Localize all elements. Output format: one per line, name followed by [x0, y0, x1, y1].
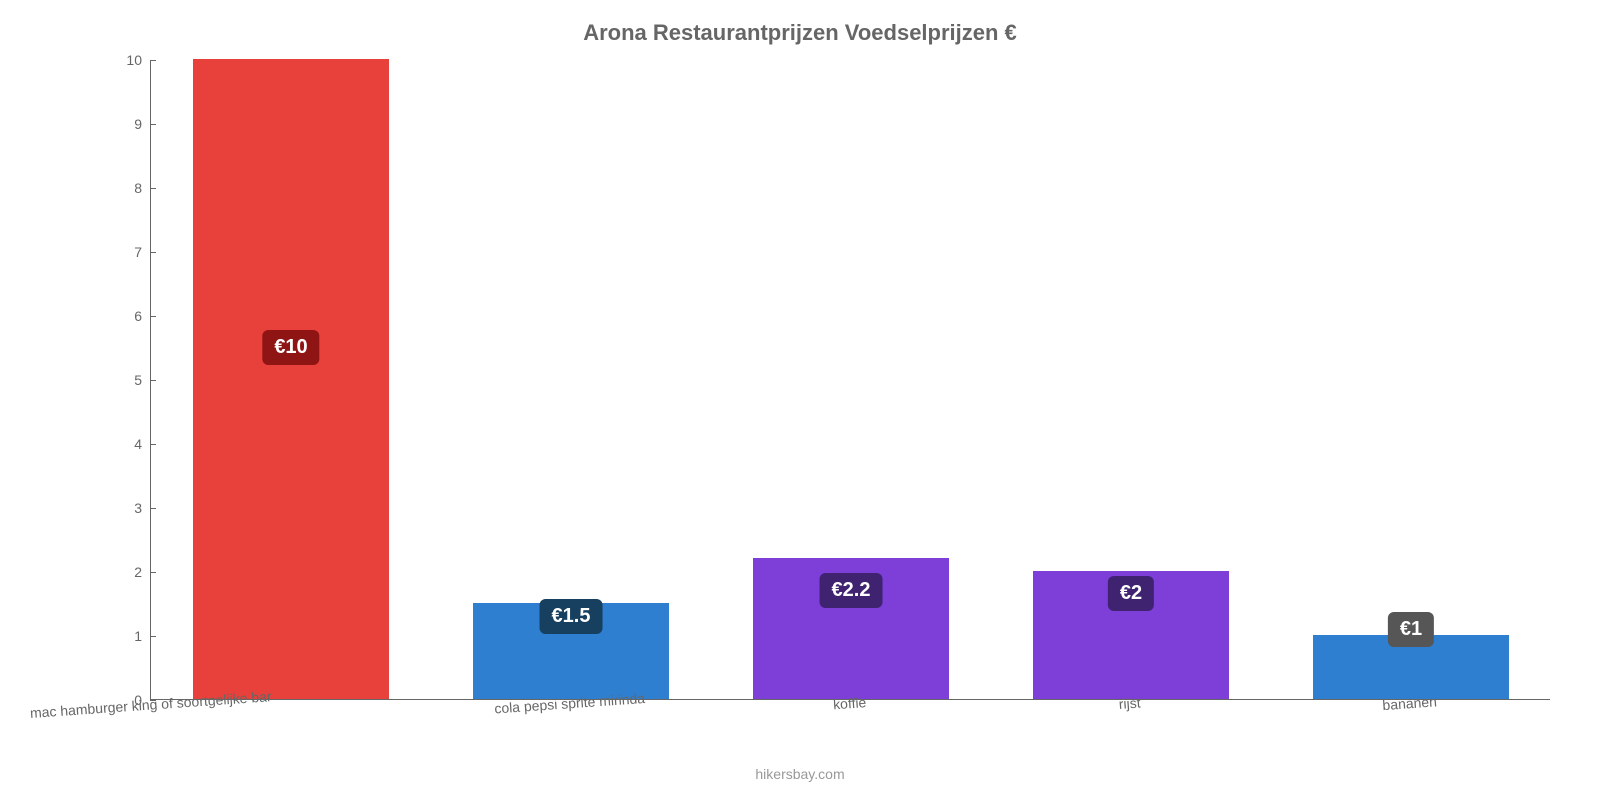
y-tick-label: 5: [134, 372, 142, 388]
bar-group: €2.2: [753, 60, 949, 699]
y-tick-label: 2: [134, 564, 142, 580]
y-tick-label: 8: [134, 180, 142, 196]
y-tick-label: 9: [134, 116, 142, 132]
y-tick-label: 6: [134, 308, 142, 324]
x-axis-labels: mac hamburger king of soortgelijke barco…: [150, 705, 1550, 745]
y-tick-label: 4: [134, 436, 142, 452]
plot-area: €10 €1.5 €2.2 €2 €1: [150, 60, 1550, 700]
bar-value-label: €1: [1388, 612, 1434, 647]
bar: [193, 59, 389, 699]
chart-title: Arona Restaurantprijzen Voedselprijzen €: [0, 0, 1600, 46]
bar-value-label: €2.2: [820, 573, 883, 608]
y-tick-label: 1: [134, 628, 142, 644]
bar-value-label: €1.5: [540, 599, 603, 634]
y-tick-label: 3: [134, 500, 142, 516]
bar-value-label: €10: [262, 330, 319, 365]
y-tick-label: 10: [126, 52, 142, 68]
bar-group: €2: [1033, 60, 1229, 699]
y-tick-label: 7: [134, 244, 142, 260]
bar-group: €1.5: [473, 60, 669, 699]
chart-area: 012345678910 €10€1.5€2.2€2€1: [150, 60, 1550, 700]
y-axis: 012345678910: [110, 60, 150, 700]
bar-value-label: €2: [1108, 576, 1154, 611]
bar-group: €1: [1313, 60, 1509, 699]
bar-group: €10: [193, 60, 389, 699]
attribution-text: hikersbay.com: [0, 766, 1600, 782]
